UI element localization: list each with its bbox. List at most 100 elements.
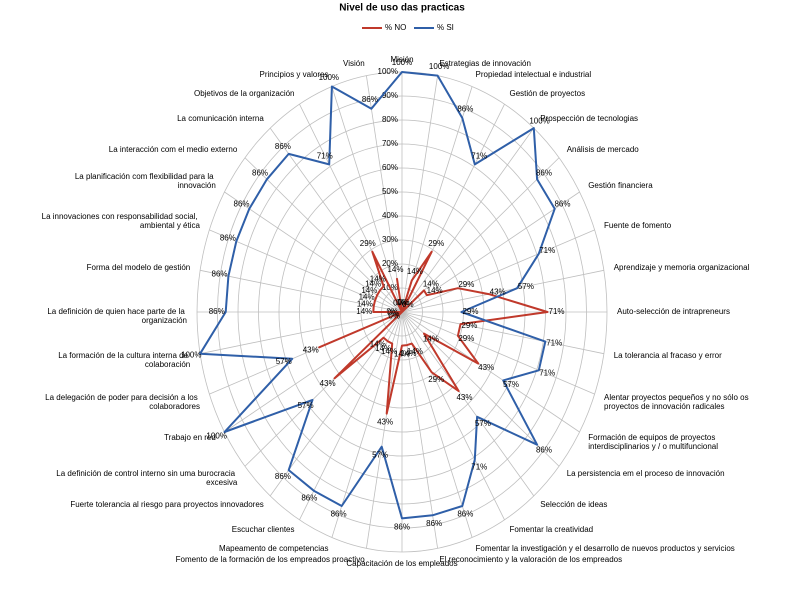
data-label: 71% [539, 368, 555, 377]
legend-label: % SI [437, 23, 454, 32]
data-label: 57% [276, 357, 292, 366]
data-label: 0% [393, 299, 405, 308]
category-label: Fomentar la creatividad [510, 525, 594, 534]
data-label: 57% [298, 401, 314, 410]
axis-tick-label: 80% [382, 115, 398, 124]
spoke [401, 311, 580, 433]
data-label: 0% [387, 309, 399, 318]
data-label: 14% [361, 286, 377, 295]
data-label: 57% [503, 380, 519, 389]
spoke [269, 311, 403, 497]
category-label: La planificación com flexibilidad para l… [75, 172, 216, 190]
data-label: 57% [372, 451, 388, 460]
category-label: Fomento de la formación de los empreados… [176, 555, 366, 564]
data-label: 43% [490, 288, 506, 297]
data-label: 57% [518, 282, 534, 291]
category-label: Propiedad intelectual e industrial [476, 70, 592, 79]
data-label: 0% [388, 312, 400, 321]
data-label: 14% [356, 307, 372, 316]
data-label: 0% [398, 298, 410, 307]
data-label: 14% [375, 344, 391, 353]
category-label: Forma del modelo de gestión [87, 263, 191, 272]
category-label: La comunicación interna [177, 114, 264, 123]
data-label: 86% [252, 169, 268, 178]
spoke [366, 311, 403, 549]
spoke [401, 191, 580, 313]
data-label: 100% [181, 350, 201, 359]
axis-tick-label: 50% [382, 187, 398, 196]
spoke [401, 86, 473, 313]
category-label: Capacitación de los empleados [346, 559, 457, 568]
data-label: 86% [536, 446, 552, 455]
data-label: 71% [317, 152, 333, 161]
data-label: 100% [319, 73, 339, 82]
data-label: 86% [209, 307, 225, 316]
data-label: 14% [357, 300, 373, 309]
data-label: 29% [458, 334, 474, 343]
data-label: 14% [387, 265, 403, 274]
category-label: Objetivos de la organización [194, 89, 295, 98]
data-label: 0% [402, 300, 414, 309]
category-label: Aprendizaje y memoria organizacional [614, 263, 750, 272]
spoke [200, 269, 403, 313]
data-label: 71% [549, 307, 565, 316]
data-label: 14% [407, 267, 423, 276]
category-label: Gestión de proyectos [510, 89, 586, 98]
spoke [401, 311, 560, 467]
data-label: 14% [359, 293, 375, 302]
spoke [224, 191, 403, 313]
data-label: 86% [426, 519, 442, 528]
data-label: 71% [546, 338, 562, 347]
category-label: Fomentar la investigación y el desarroll… [476, 544, 735, 553]
category-label: La formación de la cultura interna de co… [58, 351, 190, 369]
category-label: La innovaciones con responsabilidad soci… [42, 212, 201, 230]
category-label: Principios y valores [260, 70, 329, 79]
chart-title: Nivel de uso das practicas [339, 3, 465, 14]
category-label: Mapeamento de competencias [219, 544, 328, 553]
data-label: 14% [423, 334, 439, 343]
spoke [366, 75, 403, 313]
data-label: 14% [427, 286, 443, 295]
data-label: 86% [220, 233, 236, 242]
spoke [401, 311, 505, 521]
data-label: 100% [529, 116, 549, 125]
category-label: La persistencia em el proceso de innovac… [567, 469, 725, 478]
spoke [401, 311, 473, 538]
spoke [269, 127, 403, 313]
series-line [199, 71, 556, 520]
axis-tick-label: 100% [378, 67, 398, 76]
data-label: 14% [423, 280, 439, 289]
spoke [244, 157, 403, 313]
category-label: Alentar proyectos pequeños y no sólo os … [604, 393, 751, 411]
data-label: 14% [407, 347, 423, 356]
category-label: Auto-selección de intrapreneurs [617, 307, 730, 316]
category-label: Trabajo en red [164, 433, 216, 442]
axis-tick-label: 40% [382, 211, 398, 220]
category-label: Fuente de fomento [604, 221, 672, 230]
category-label: La interacción com el medio externo [109, 145, 238, 154]
data-label: 86% [457, 105, 473, 114]
data-label: 14% [381, 347, 397, 356]
category-label: Visión [343, 59, 365, 68]
category-label: Misión [390, 55, 413, 64]
spoke [209, 229, 403, 313]
spoke [299, 311, 403, 521]
category-label: Estrategias de innovación [439, 59, 531, 68]
spoke [331, 311, 403, 538]
data-label: 14% [394, 350, 410, 359]
data-label: 86% [275, 142, 291, 151]
legend-label: % NO [385, 23, 406, 32]
data-label: 86% [457, 510, 473, 519]
data-label: 14% [370, 274, 386, 283]
data-label: 57% [475, 419, 491, 428]
category-label: Escuchar clientes [232, 525, 295, 534]
spoke [401, 157, 560, 313]
data-label: 43% [320, 379, 336, 388]
axis-tick-label: 20% [382, 259, 398, 268]
category-label: Gestión financiera [588, 181, 653, 190]
spoke [401, 229, 595, 313]
data-label: 29% [360, 239, 376, 248]
data-label: 86% [212, 270, 228, 279]
